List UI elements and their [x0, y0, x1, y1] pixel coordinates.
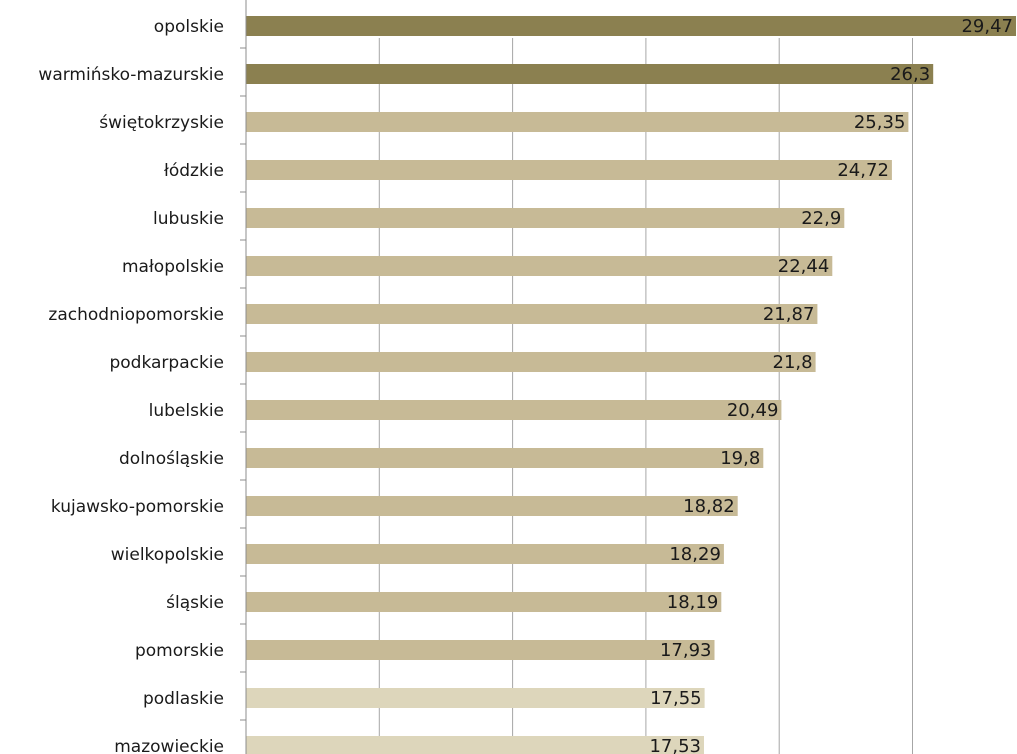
value-label-5: 22,44 — [778, 256, 830, 277]
value-label-13: 17,93 — [660, 640, 712, 661]
category-label-3: łódzkie — [164, 161, 224, 181]
gridlines — [378, 38, 913, 754]
bar-8 — [246, 400, 782, 420]
bar-13 — [246, 640, 715, 660]
bar-7 — [246, 352, 816, 372]
bar-6 — [246, 304, 818, 324]
value-label-3: 24,72 — [837, 160, 889, 181]
value-label-12: 18,19 — [667, 592, 719, 613]
bar-9 — [246, 448, 764, 468]
bar-15 — [246, 736, 704, 754]
value-label-10: 18,82 — [683, 496, 735, 517]
category-label-8: lubelskie — [149, 401, 224, 421]
category-axis-ticks — [240, 47, 246, 721]
value-label-9: 19,8 — [720, 448, 760, 469]
category-label-10: kujawsko-pomorskie — [51, 497, 224, 517]
value-label-8: 20,49 — [727, 400, 779, 421]
category-label-6: zachodniopomorskie — [48, 305, 224, 325]
category-label-12: śląskie — [166, 593, 224, 613]
value-label-1: 26,3 — [890, 64, 930, 85]
category-label-14: podlaskie — [143, 689, 224, 709]
value-label-7: 21,8 — [773, 352, 813, 373]
value-label-0: 29,47 — [961, 16, 1013, 37]
value-labels: 29,47 26,3 25,35 24,72 22,9 22,44 21,87 21,8 20,… — [649, 16, 1013, 754]
category-label-11: wielkopolskie — [111, 545, 224, 565]
value-label-4: 22,9 — [801, 208, 841, 229]
value-label-14: 17,55 — [650, 688, 702, 709]
category-label-15: mazowieckie — [114, 737, 224, 754]
bar-2 — [246, 112, 909, 132]
bar-10 — [246, 496, 738, 516]
bar-1 — [246, 64, 934, 84]
category-label-5: małopolskie — [122, 257, 224, 277]
category-label-2: świętokrzyskie — [99, 113, 224, 133]
category-label-4: lubuskie — [153, 209, 224, 229]
bar-12 — [246, 592, 722, 612]
bar-3 — [246, 160, 892, 180]
category-labels: opolskie warmińsko-mazurskie świętokrzyski… — [38, 17, 224, 754]
category-label-9: dolnośląskie — [119, 449, 224, 469]
value-label-6: 21,87 — [763, 304, 815, 325]
value-label-2: 25,35 — [854, 112, 906, 133]
bar-4 — [246, 208, 845, 228]
category-label-1: warmińsko-mazurskie — [38, 65, 224, 85]
bar-0 — [246, 16, 1016, 36]
bars — [246, 16, 1016, 754]
bar-14 — [246, 688, 705, 708]
bar-5 — [246, 256, 833, 276]
category-label-13: pomorskie — [135, 641, 224, 661]
bar-11 — [246, 544, 724, 564]
value-label-11: 18,29 — [669, 544, 721, 565]
category-label-0: opolskie — [154, 17, 224, 37]
value-label-15: 17,53 — [649, 736, 701, 754]
category-label-7: podkarpackie — [109, 353, 224, 373]
